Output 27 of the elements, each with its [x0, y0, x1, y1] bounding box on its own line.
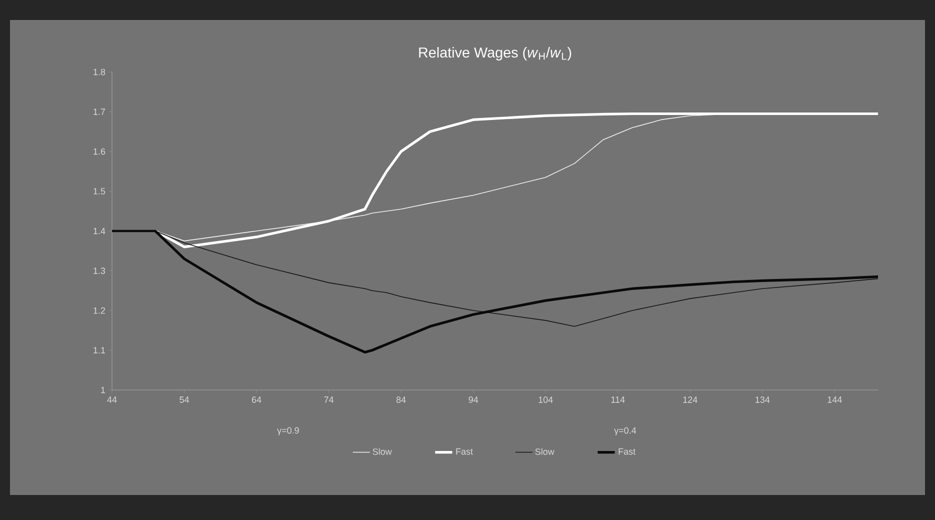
- x-tick-label: 114: [611, 396, 625, 403]
- x-tick-label: 74: [324, 396, 334, 403]
- legend-label: Slow: [535, 448, 554, 455]
- x-tick-label: 54: [180, 396, 189, 403]
- y-tick-label: 1.6: [94, 148, 106, 155]
- y-tick-label: 1.8: [94, 68, 106, 76]
- legend-label: Slow: [372, 448, 392, 455]
- x-tick-label: 94: [468, 396, 478, 403]
- chart-title: Relative Wages (w$_{H}$/w$_{L}$): [419, 47, 572, 60]
- text: γ=0.4: [614, 427, 636, 436]
- y-tick-label: 1: [101, 386, 106, 394]
- x-tick-label: 84: [396, 396, 406, 403]
- legend-label: Fast: [618, 448, 636, 455]
- x-tick-label: 144: [828, 396, 842, 403]
- legend-label: Fast: [456, 448, 473, 455]
- y-tick-label: 1.7: [94, 108, 106, 115]
- x-tick-label: 44: [107, 396, 117, 403]
- y-tick-label: 1.4: [94, 228, 106, 234]
- y-tick-label: 1.3: [94, 268, 106, 274]
- x-tick-label: 104: [538, 396, 553, 403]
- y-tick-label: 1.5: [94, 188, 106, 194]
- y-tick-label: 1.1: [94, 347, 106, 354]
- x-tick-label: 134: [756, 396, 770, 403]
- x-tick-label: 64: [252, 396, 262, 403]
- y-tick-label: 1.2: [94, 307, 106, 314]
- text: γ=0.9: [277, 427, 299, 436]
- x-tick-label: 124: [683, 396, 698, 403]
